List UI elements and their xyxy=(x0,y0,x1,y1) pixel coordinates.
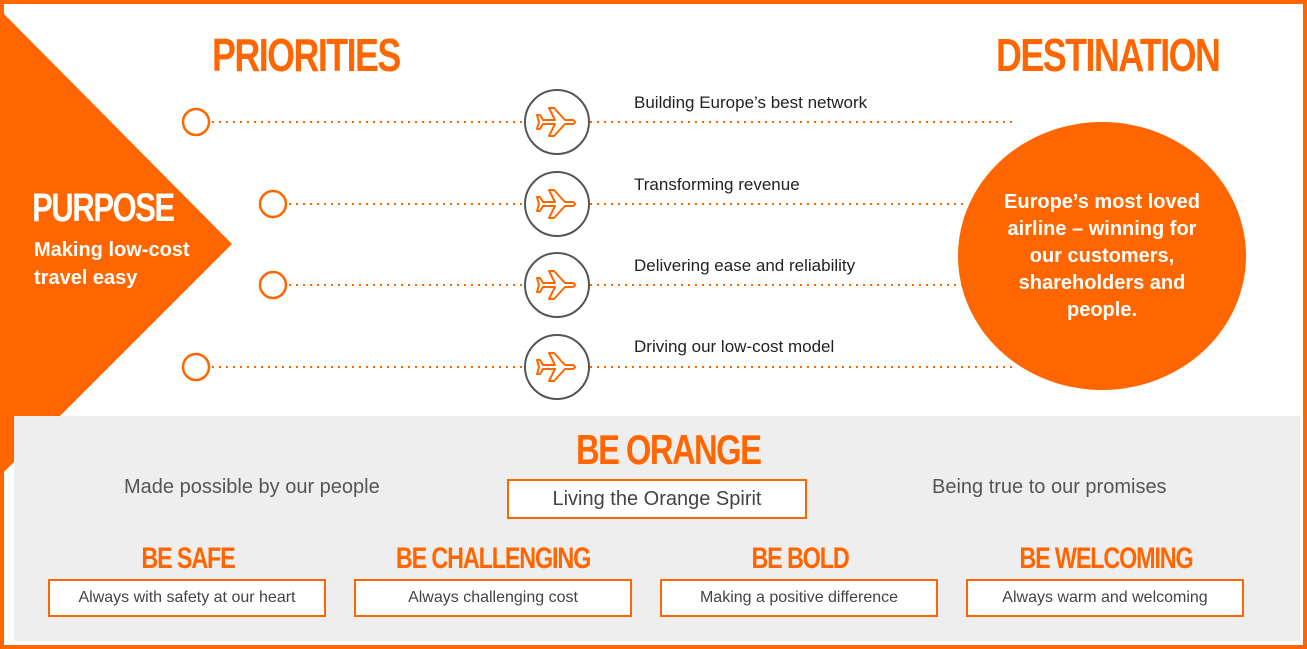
destination-circle: Europe’s most loved airline – winning fo… xyxy=(958,122,1246,390)
value-title-welcoming: BE WELCOMING xyxy=(1019,542,1193,575)
airplane-icon xyxy=(524,89,590,155)
be-orange-heading: BE ORANGE xyxy=(576,426,762,473)
airplane-icon xyxy=(524,171,590,237)
purpose-arrow-shape xyxy=(4,14,232,472)
value-title-bold: BE BOLD xyxy=(751,542,849,575)
value-title-challenging: BE CHALLENGING xyxy=(395,542,591,575)
be-orange-left-text: Made possible by our people xyxy=(124,476,380,498)
start-node xyxy=(258,189,288,219)
purpose-text: Making low-cost travel easy xyxy=(34,239,190,289)
purpose-heading: PURPOSE xyxy=(32,186,175,230)
priority-label-network: Building Europe’s best network xyxy=(634,93,868,112)
priorities-heading: PRIORITIES xyxy=(212,29,401,81)
be-orange-right-text: Being true to our promises xyxy=(932,476,1167,498)
priority-row-4-lines xyxy=(181,352,1014,382)
value-box-welcoming: Always warm and welcoming xyxy=(966,579,1244,617)
value-box-challenging: Always challenging cost xyxy=(354,579,632,617)
value-box-bold: Making a positive difference xyxy=(660,579,938,617)
priority-row-1-lines xyxy=(181,107,1014,137)
orange-spirit-box: Living the Orange Spirit xyxy=(507,479,807,519)
priority-row-3-lines xyxy=(258,270,964,300)
airplane-icon xyxy=(524,334,590,400)
priority-label-low-cost: Driving our low-cost model xyxy=(634,337,835,356)
destination-heading: DESTINATION xyxy=(996,29,1221,81)
priority-label-revenue: Transforming revenue xyxy=(634,175,800,194)
priority-label-reliability: Delivering ease and reliability xyxy=(634,256,856,275)
value-box-safe: Always with safety at our heart xyxy=(48,579,326,617)
diagram-graphics xyxy=(4,14,1014,472)
start-node xyxy=(258,270,288,300)
start-node xyxy=(181,352,211,382)
start-node xyxy=(181,107,211,137)
airplane-icon xyxy=(524,252,590,318)
priority-row-2-lines xyxy=(258,189,964,219)
destination-text: Europe’s most loved airline – winning fo… xyxy=(1004,190,1200,321)
value-title-safe: BE SAFE xyxy=(141,542,235,575)
